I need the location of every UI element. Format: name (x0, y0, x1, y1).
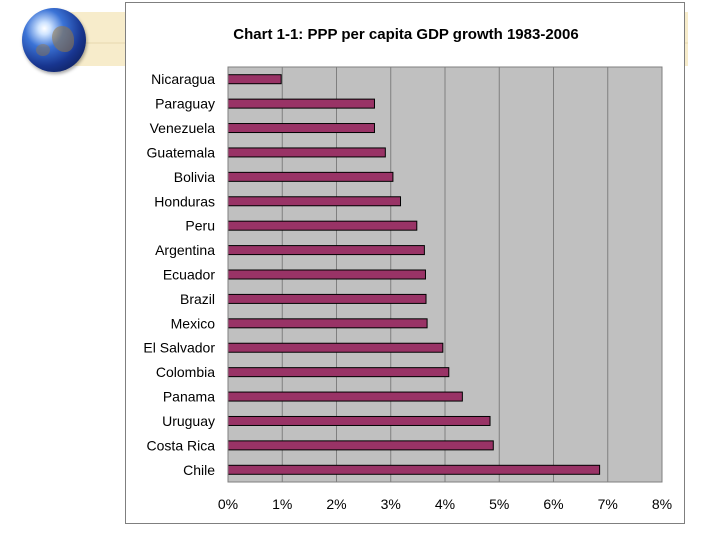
bar-uruguay (227, 415, 491, 426)
x-tick-label: 6% (543, 496, 563, 512)
bar-honduras (227, 196, 402, 207)
bar-brazil (227, 293, 427, 304)
category-label: Mexico (171, 315, 216, 331)
x-tick-label: 1% (272, 496, 292, 512)
bar-peru (227, 220, 418, 231)
bar-mexico (227, 318, 428, 329)
category-label: Peru (185, 218, 215, 234)
category-label: Colombia (156, 364, 215, 380)
category-label: Uruguay (162, 413, 215, 429)
bar-colombia (227, 367, 450, 378)
bar-chart: Chart 1-1: PPP per capita GDP growth 198… (143, 26, 672, 512)
category-label: Nicaragua (151, 71, 215, 87)
x-tick-label: 7% (598, 496, 618, 512)
bar-nicaragua (227, 74, 282, 85)
x-tick-label: 3% (381, 496, 401, 512)
chart-panel: Chart 1-1: PPP per capita GDP growth 198… (125, 2, 685, 524)
chart-title: Chart 1-1: PPP per capita GDP growth 198… (233, 26, 578, 43)
bar-venezuela (227, 123, 375, 134)
x-tick-label: 0% (218, 496, 238, 512)
category-label: Brazil (180, 291, 215, 307)
category-label: Guatemala (147, 144, 216, 160)
bar-bolivia (227, 171, 394, 182)
bar-paraguay (227, 98, 375, 109)
category-label: Panama (163, 389, 215, 405)
bar-argentina (227, 245, 425, 256)
globe-logo-icon (22, 8, 86, 72)
plot-border (227, 66, 663, 483)
bar-costa-rica (227, 440, 494, 451)
x-tick-label: 5% (489, 496, 509, 512)
x-tick-label: 4% (435, 496, 455, 512)
category-label: Ecuador (163, 267, 215, 283)
category-label: El Salvador (143, 340, 215, 356)
x-tick-label: 2% (326, 496, 346, 512)
category-label: Chile (183, 462, 215, 478)
bar-panama (227, 391, 463, 402)
category-label: Costa Rica (147, 437, 216, 453)
category-label: Bolivia (174, 169, 215, 185)
category-label: Paraguay (155, 96, 215, 112)
x-tick-label: 8% (652, 496, 672, 512)
bar-ecuador (227, 269, 426, 280)
bar-chile (227, 464, 601, 475)
category-label: Honduras (154, 193, 215, 209)
category-label: Venezuela (150, 120, 216, 136)
bar-el-salvador (227, 342, 444, 353)
bar-guatemala (227, 147, 386, 158)
category-label: Argentina (155, 242, 215, 258)
